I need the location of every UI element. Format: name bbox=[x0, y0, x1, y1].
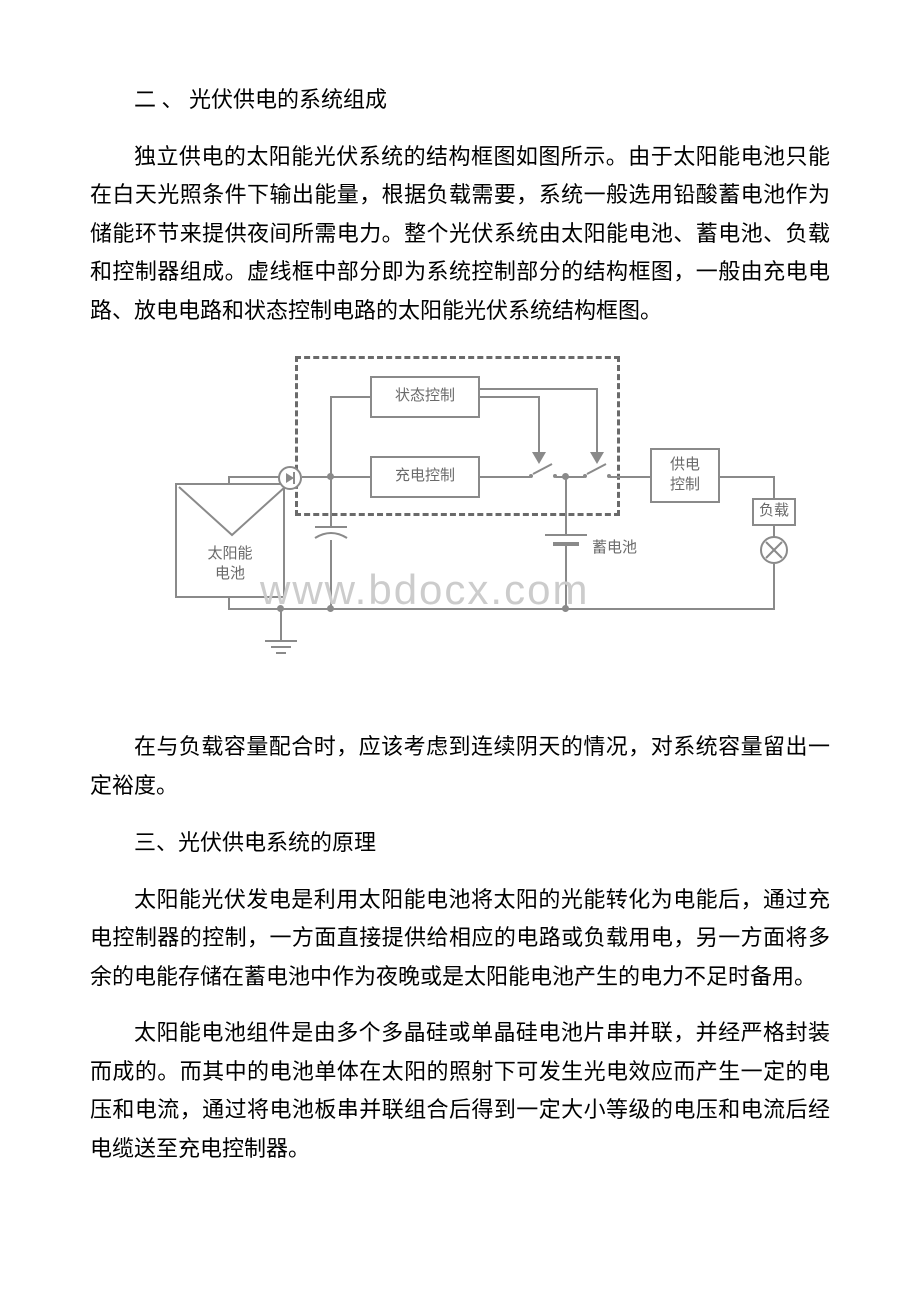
wire bbox=[228, 476, 230, 485]
wire-bottom-rail bbox=[228, 608, 775, 610]
section-2-heading: 二 、 光伏供电的系统组成 bbox=[90, 80, 830, 120]
charge-control-box: 充电控制 bbox=[370, 456, 480, 498]
solar-cell-box: 太阳能 电池 bbox=[175, 483, 285, 598]
wire bbox=[596, 388, 598, 458]
arrow-down-icon bbox=[590, 452, 604, 464]
arrow-down-icon bbox=[532, 452, 546, 464]
wire bbox=[228, 476, 280, 478]
section-3-paragraph-1: 太阳能光伏发电是利用太阳能电池将太阳的光能转化为电能后，通过充电控制器的控制，一… bbox=[90, 881, 830, 997]
state-control-box: 状态控制 bbox=[370, 376, 480, 418]
post-diagram-paragraph: 在与负载容量配合时，应该考虑到连续阴天的情况，对系统容量留出一定裕度。 bbox=[90, 728, 830, 805]
ground-line bbox=[276, 652, 286, 654]
watermark-text: www.bdocx.com bbox=[260, 566, 589, 614]
section-2-paragraph: 独立供电的太阳能光伏系统的结构框图如图所示。由于太阳能电池只能在白天光照条件下输… bbox=[90, 138, 830, 331]
ground-line bbox=[271, 646, 291, 648]
wire bbox=[330, 540, 332, 610]
wire bbox=[720, 476, 775, 478]
section-3-heading: 三、光伏供电系统的原理 bbox=[90, 823, 830, 863]
wire bbox=[538, 396, 540, 458]
ground-line bbox=[265, 640, 297, 642]
diode-icon bbox=[278, 466, 302, 490]
wire bbox=[480, 388, 598, 390]
wire bbox=[330, 396, 332, 476]
load-label-box: 负载 bbox=[752, 498, 796, 526]
wire bbox=[565, 546, 567, 610]
wire bbox=[610, 476, 650, 478]
battery-long-plate bbox=[545, 534, 587, 536]
node-dot bbox=[277, 605, 284, 612]
wire bbox=[228, 598, 230, 610]
wire bbox=[480, 396, 540, 398]
solar-cell-label: 太阳能 电池 bbox=[177, 545, 283, 584]
wire bbox=[480, 476, 530, 478]
section-3-paragraph-2: 太阳能电池组件是由多个多晶硅或单晶硅电池片串并联，并经严格封装而成的。而其中的电… bbox=[90, 1014, 830, 1168]
wire bbox=[302, 476, 370, 478]
wire bbox=[773, 564, 775, 610]
capacitor-plate bbox=[315, 526, 347, 528]
node-dot bbox=[562, 605, 569, 612]
battery-label: 蓄电池 bbox=[592, 536, 637, 557]
wire bbox=[280, 608, 282, 640]
wire bbox=[565, 476, 567, 534]
wire bbox=[330, 476, 332, 526]
wire bbox=[330, 396, 370, 398]
power-control-box: 供电 控制 bbox=[650, 448, 720, 503]
system-diagram: 状态控制 充电控制 供电 控制 太阳能 电池 bbox=[120, 348, 800, 698]
load-symbol bbox=[760, 536, 788, 564]
wire bbox=[556, 476, 584, 478]
node-dot bbox=[327, 605, 334, 612]
